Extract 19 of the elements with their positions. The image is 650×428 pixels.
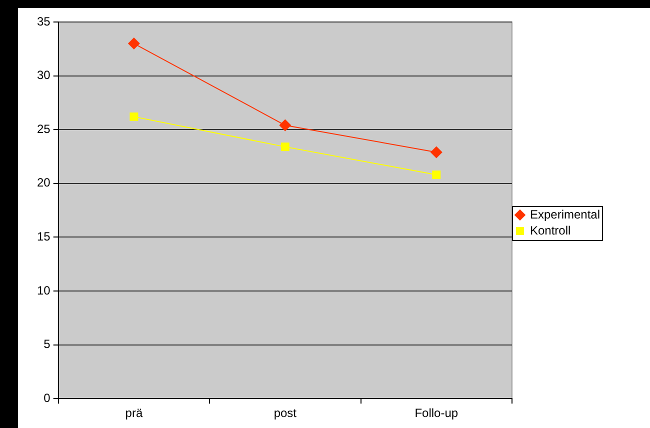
y-tick-label: 5 xyxy=(44,337,51,352)
y-tick-label: 20 xyxy=(36,176,51,190)
point xyxy=(280,142,290,152)
point xyxy=(130,112,138,121)
y-tick-label: 10 xyxy=(36,283,51,298)
point xyxy=(430,146,442,158)
y-tick-label: 30 xyxy=(36,68,51,82)
y-tick-label: 35 xyxy=(36,14,51,28)
x-tick-label: post xyxy=(274,406,298,420)
y-tick-label: 25 xyxy=(36,122,51,136)
x-tick-label: prä xyxy=(125,406,143,420)
legend-label: Experimental xyxy=(530,207,600,222)
point xyxy=(128,38,140,50)
y-tick-label: 0 xyxy=(44,390,51,405)
x-tick-label: Follo-up xyxy=(414,406,458,420)
legend-label: Kontroll xyxy=(530,223,571,238)
y-tick-label: 15 xyxy=(36,230,51,244)
point xyxy=(279,119,292,132)
point xyxy=(432,170,441,180)
